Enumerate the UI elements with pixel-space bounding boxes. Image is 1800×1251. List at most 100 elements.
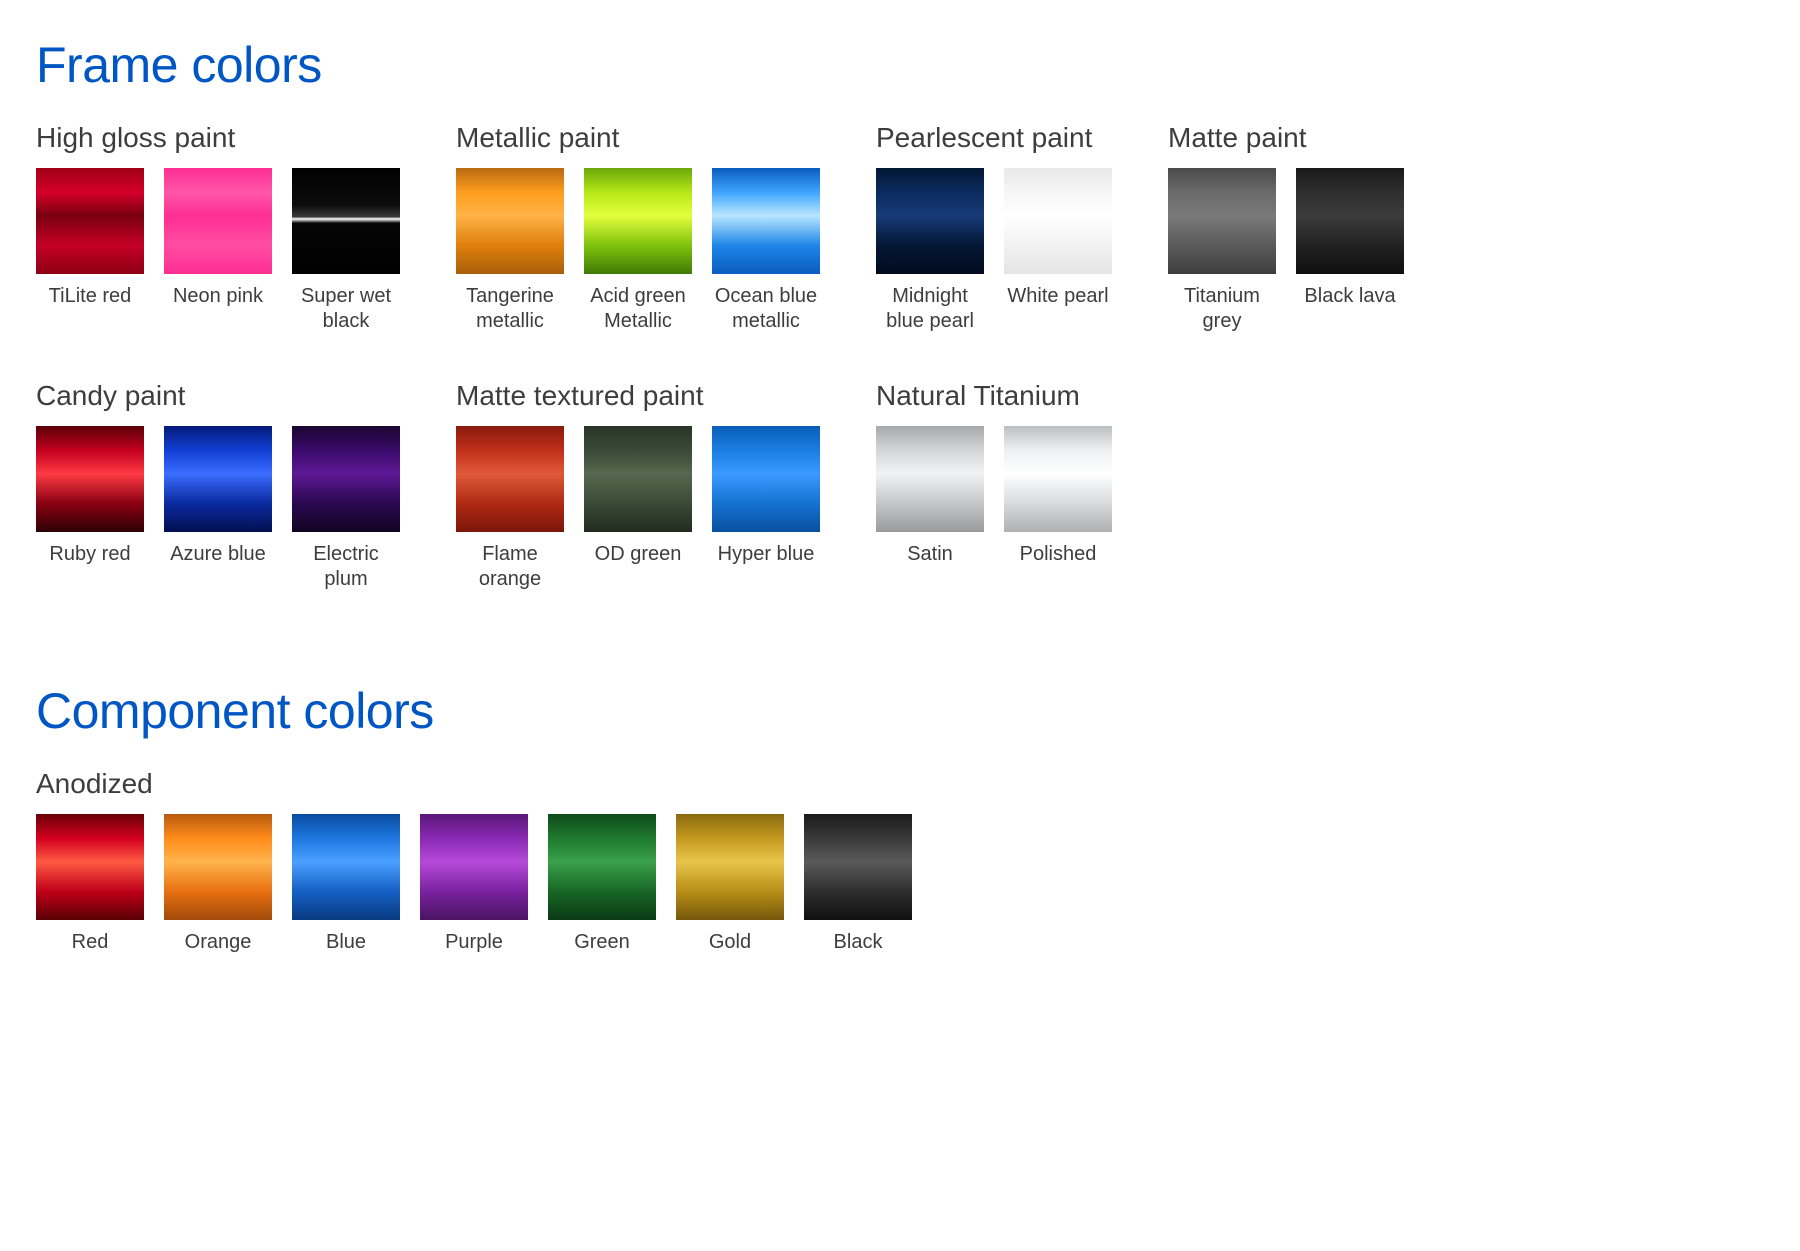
section-title: Frame colors xyxy=(36,36,1764,94)
color-swatch xyxy=(292,426,400,532)
color-swatch xyxy=(1004,426,1112,532)
swatch-item: Blue xyxy=(292,814,400,955)
swatch-label: Gold xyxy=(676,930,784,955)
swatch-label: Black lava xyxy=(1296,284,1404,309)
swatch-item: Gold xyxy=(676,814,784,955)
swatch-item: Orange xyxy=(164,814,272,955)
color-swatch xyxy=(420,814,528,920)
swatch-label: Polished xyxy=(1004,542,1112,567)
color-swatch xyxy=(712,426,820,532)
swatch-item: Electric plum xyxy=(292,426,400,592)
color-swatch xyxy=(548,814,656,920)
swatch-item: White pearl xyxy=(1004,168,1112,334)
color-swatch xyxy=(456,426,564,532)
swatch-label: Ruby red xyxy=(36,542,144,567)
swatch-label: Hyper blue xyxy=(712,542,820,567)
swatch-item: Super wet black xyxy=(292,168,400,334)
color-group: Matte textured paint Flame orange OD green… xyxy=(456,380,820,592)
swatch-label: Electric plum xyxy=(292,542,400,592)
group-row: Candy paint Ruby red Azure blue Electric pl… xyxy=(36,380,1764,592)
group-title: High gloss paint xyxy=(36,122,400,154)
swatch-item: Flame orange xyxy=(456,426,564,592)
swatch-label: Acid green Metallic xyxy=(584,284,692,334)
section: Component colors Anodized Red Orange Blue Pur… xyxy=(36,682,1764,955)
color-group: Candy paint Ruby red Azure blue Electric pl… xyxy=(36,380,400,592)
swatch-label: White pearl xyxy=(1004,284,1112,309)
swatch-label: Ocean blue metallic xyxy=(712,284,820,334)
color-swatch xyxy=(456,168,564,274)
color-swatch xyxy=(584,168,692,274)
swatch-item: Ocean blue metallic xyxy=(712,168,820,334)
color-group: Anodized Red Orange Blue Purple Green Gold Blac… xyxy=(36,768,912,955)
swatch-list: Red Orange Blue Purple Green Gold Black xyxy=(36,814,912,955)
color-group: High gloss paint TiLite red Neon pink Super… xyxy=(36,122,400,334)
swatch-item: Satin xyxy=(876,426,984,567)
swatch-item: Black xyxy=(804,814,912,955)
swatch-item: Red xyxy=(36,814,144,955)
group-title: Pearlescent paint xyxy=(876,122,1112,154)
swatch-item: Ruby red xyxy=(36,426,144,592)
group-title: Matte textured paint xyxy=(456,380,820,412)
swatch-item: Midnight blue pearl xyxy=(876,168,984,334)
swatch-label: Flame orange xyxy=(456,542,564,592)
swatch-list: Midnight blue pearl White pearl xyxy=(876,168,1112,334)
swatch-label: Neon pink xyxy=(164,284,272,309)
swatch-label: Tangerine metallic xyxy=(456,284,564,334)
color-group: Pearlescent paint Midnight blue pearl Whit… xyxy=(876,122,1112,334)
swatch-label: Black xyxy=(804,930,912,955)
swatch-label: Super wet black xyxy=(292,284,400,334)
swatch-list: Titanium grey Black lava xyxy=(1168,168,1404,334)
swatch-label: Blue xyxy=(292,930,400,955)
swatch-label: TiLite red xyxy=(36,284,144,309)
swatch-label: Midnight blue pearl xyxy=(876,284,984,334)
swatch-label: Titanium grey xyxy=(1168,284,1276,334)
group-title: Candy paint xyxy=(36,380,400,412)
group-title: Anodized xyxy=(36,768,912,800)
color-swatch xyxy=(36,814,144,920)
color-swatch xyxy=(584,426,692,532)
swatch-list: Ruby red Azure blue Electric plum xyxy=(36,426,400,592)
color-swatch xyxy=(164,814,272,920)
swatch-item: Green xyxy=(548,814,656,955)
swatch-list: Flame orange OD green Hyper blue xyxy=(456,426,820,592)
swatch-label: Azure blue xyxy=(164,542,272,567)
color-swatch xyxy=(1004,168,1112,274)
swatch-item: Neon pink xyxy=(164,168,272,334)
group-title: Natural Titanium xyxy=(876,380,1112,412)
swatch-label: Satin xyxy=(876,542,984,567)
color-group: Metallic paintTangerine metallicAcid gre… xyxy=(456,122,820,334)
swatch-item: Hyper blue xyxy=(712,426,820,592)
color-swatch xyxy=(292,168,400,274)
color-swatch xyxy=(712,168,820,274)
swatch-item: Titanium grey xyxy=(1168,168,1276,334)
swatch-label: Red xyxy=(36,930,144,955)
swatch-item: Black lava xyxy=(1296,168,1404,334)
swatch-item: Azure blue xyxy=(164,426,272,592)
color-swatch xyxy=(804,814,912,920)
color-swatch xyxy=(1168,168,1276,274)
section: Frame colors High gloss paint TiLite red Ne… xyxy=(36,36,1764,592)
swatch-label: Purple xyxy=(420,930,528,955)
group-title: Matte paint xyxy=(1168,122,1404,154)
swatch-list: Tangerine metallic Acid green Metallic Oce… xyxy=(456,168,820,334)
swatch-list: TiLite red Neon pink Super wet black xyxy=(36,168,400,334)
color-group: Matte paint Titanium grey Black lava xyxy=(1168,122,1404,334)
swatch-item: OD green xyxy=(584,426,692,592)
color-swatch xyxy=(164,168,272,274)
color-swatch xyxy=(36,168,144,274)
swatch-label: Green xyxy=(548,930,656,955)
color-swatch xyxy=(676,814,784,920)
color-swatch xyxy=(292,814,400,920)
color-swatch xyxy=(164,426,272,532)
swatch-list: Satin Polished xyxy=(876,426,1112,567)
swatch-item: Tangerine metallic xyxy=(456,168,564,334)
color-group: Natural Titanium Satin Polished xyxy=(876,380,1112,592)
section-title: Component colors xyxy=(36,682,1764,740)
swatch-item: Purple xyxy=(420,814,528,955)
color-swatch xyxy=(876,426,984,532)
swatch-label: OD green xyxy=(584,542,692,567)
color-swatch xyxy=(1296,168,1404,274)
swatch-label: Orange xyxy=(164,930,272,955)
group-row: High gloss paint TiLite red Neon pink Super… xyxy=(36,122,1764,334)
color-swatch xyxy=(876,168,984,274)
